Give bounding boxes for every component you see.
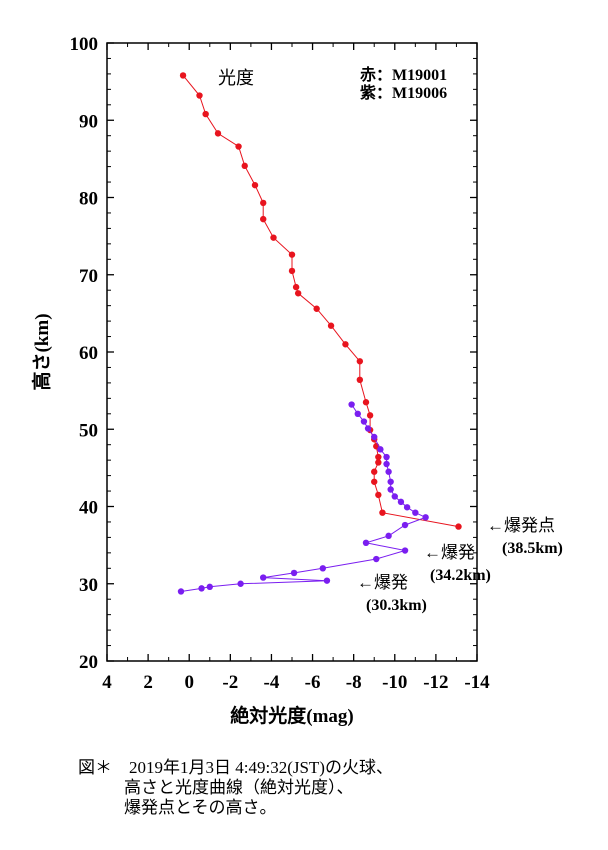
annotation-3-text: ←爆発 bbox=[357, 573, 408, 592]
data-point-M19006 bbox=[422, 514, 429, 521]
y-tick-label: 40 bbox=[79, 498, 98, 519]
data-point-M19006 bbox=[323, 577, 331, 584]
x-tick-label: 2 bbox=[143, 672, 153, 693]
data-point-M19001 bbox=[260, 215, 267, 223]
series-line-M19006 bbox=[180, 404, 427, 592]
data-point-M19001 bbox=[375, 459, 382, 466]
data-point-M19001 bbox=[292, 283, 300, 291]
data-point-M19001 bbox=[375, 491, 382, 499]
caption-line-2: 高さと光度曲線（絶対光度）、 bbox=[124, 778, 354, 797]
data-point-M19001 bbox=[356, 358, 364, 365]
data-point-M19001 bbox=[362, 399, 370, 406]
legend-item-purple: 紫：M19006 bbox=[360, 83, 447, 102]
y-tick-label: 30 bbox=[79, 575, 98, 596]
annotation-1-text: ←爆発点 bbox=[487, 516, 555, 535]
data-point-M19001 bbox=[251, 181, 259, 189]
data-point-M19006 bbox=[290, 569, 298, 577]
data-point-M19006 bbox=[206, 583, 213, 591]
data-point-M19001 bbox=[270, 234, 277, 241]
data-point-M19006 bbox=[237, 580, 244, 587]
legend-item-red: 赤：M19001 bbox=[360, 65, 447, 84]
x-tick-label: 4 bbox=[102, 672, 112, 693]
data-point-M19001 bbox=[196, 92, 203, 99]
data-point-M19001 bbox=[356, 376, 364, 384]
data-point-M19001 bbox=[179, 72, 187, 79]
data-point-M19006 bbox=[401, 547, 409, 554]
data-point-M19006 bbox=[397, 498, 405, 506]
data-point-M19001 bbox=[375, 453, 382, 461]
data-point-M19001 bbox=[294, 290, 302, 297]
data-point-M19006 bbox=[364, 425, 372, 432]
figure-caption: 図＊ 2019年1月3日 4:49:32(JST)の火球、 高さと光度曲線（絶対… bbox=[78, 758, 393, 818]
annotation-2-value: (34.2km) bbox=[430, 567, 491, 584]
series-layer bbox=[177, 72, 462, 595]
data-point-M19001 bbox=[214, 130, 222, 137]
data-point-M19006 bbox=[371, 433, 378, 441]
data-point-M19006 bbox=[319, 565, 327, 572]
x-tick-label: -6 bbox=[305, 672, 321, 693]
data-point-M19006 bbox=[403, 504, 411, 511]
annotation-2-text: ←爆発 bbox=[424, 543, 475, 562]
y-tick-label: 70 bbox=[79, 266, 98, 287]
series-line-M19001 bbox=[182, 75, 459, 528]
x-tick-label: -10 bbox=[382, 672, 407, 693]
x-tick-label: -4 bbox=[264, 672, 280, 693]
data-point-M19006 bbox=[387, 478, 394, 485]
y-tick-label: 100 bbox=[70, 34, 99, 55]
plot-frame bbox=[106, 42, 478, 662]
data-point-M19006 bbox=[260, 574, 267, 581]
y-tick-label: 20 bbox=[79, 652, 98, 673]
data-point-M19001 bbox=[260, 199, 267, 207]
x-tick-label: -8 bbox=[346, 672, 362, 693]
data-point-M19006 bbox=[198, 585, 205, 592]
data-point-M19006 bbox=[377, 446, 384, 453]
data-point-M19006 bbox=[387, 486, 394, 493]
chart-title: 光度 bbox=[218, 68, 254, 88]
y-tick-label: 90 bbox=[79, 111, 98, 132]
data-point-M19001 bbox=[288, 251, 296, 258]
x-tick-label: -2 bbox=[222, 672, 238, 693]
y-axis-label: 高さ(km) bbox=[30, 313, 53, 390]
data-point-M19001 bbox=[202, 110, 209, 118]
data-point-M19001 bbox=[455, 523, 462, 530]
caption-line-3: 爆発点とその高さ。 bbox=[124, 798, 277, 817]
data-point-M19006 bbox=[383, 453, 390, 461]
data-point-M19001 bbox=[241, 162, 248, 170]
x-tick-label: 0 bbox=[184, 672, 194, 693]
data-point-M19006 bbox=[412, 509, 419, 516]
data-point-M19001 bbox=[366, 412, 374, 419]
data-point-M19006 bbox=[360, 418, 368, 425]
data-point-M19006 bbox=[362, 539, 370, 547]
x-tick-label: -12 bbox=[423, 672, 448, 693]
data-point-M19006 bbox=[385, 532, 392, 540]
data-point-M19001 bbox=[371, 468, 378, 475]
axis-ticks bbox=[106, 42, 478, 662]
data-point-M19006 bbox=[385, 468, 392, 475]
x-axis-label: 絶対光度(mag) bbox=[230, 704, 353, 727]
data-point-M19001 bbox=[327, 322, 335, 329]
data-point-M19001 bbox=[342, 341, 349, 348]
annotation-1-value: (38.5km) bbox=[502, 540, 563, 557]
data-point-M19001 bbox=[379, 509, 386, 516]
data-point-M19001 bbox=[288, 267, 296, 275]
data-point-M19006 bbox=[383, 460, 390, 468]
caption-line-1: 図＊ 2019年1月3日 4:49:32(JST)の火球、 bbox=[78, 758, 393, 777]
data-point-M19006 bbox=[401, 521, 409, 529]
data-point-M19001 bbox=[371, 478, 378, 485]
data-point-M19001 bbox=[313, 305, 320, 312]
data-point-M19006 bbox=[354, 410, 361, 417]
y-tick-label: 80 bbox=[79, 189, 98, 210]
data-point-M19006 bbox=[391, 493, 398, 500]
annotation-3-value: (30.3km) bbox=[366, 597, 427, 614]
x-tick-label: -14 bbox=[464, 672, 490, 693]
y-tick-label: 60 bbox=[79, 343, 98, 364]
y-tick-label: 50 bbox=[79, 420, 98, 441]
data-point-M19001 bbox=[235, 143, 242, 150]
data-point-M19006 bbox=[373, 555, 380, 563]
data-point-M19006 bbox=[348, 401, 355, 408]
data-point-M19006 bbox=[177, 588, 185, 595]
